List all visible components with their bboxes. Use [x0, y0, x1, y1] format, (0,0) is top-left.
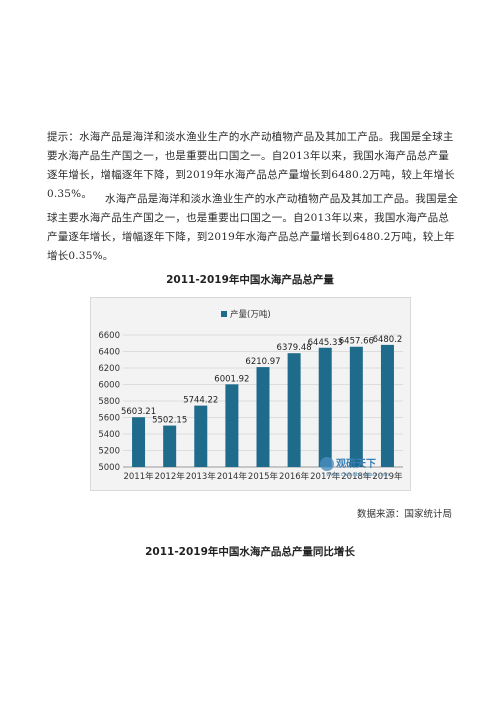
bar-value-label: 5502.15: [152, 416, 187, 426]
production-bar-chart: 5603.21 5502.15 5744.22 6001.92 6210.97 6379.…: [90, 297, 411, 491]
bar-value-label: 6457.66: [339, 337, 374, 347]
legend-swatch: [221, 311, 227, 317]
chart-y-axis: 5000 5200 5400 5600 5800 6000 6200 6400 6600: [98, 331, 120, 473]
x-tick-label: 2019年: [372, 471, 403, 482]
bar-value-label: 6001.92: [214, 374, 249, 384]
bar: [163, 425, 177, 467]
bar: [194, 405, 208, 467]
body-paragraph: 水海产品是海洋和淡水渔业生产的水产动植物产品及其加工产品。我国是全球主要水海产品…: [47, 193, 459, 262]
bar-value-label: 6445.33: [308, 338, 343, 348]
bar: [318, 347, 332, 467]
x-tick-label: 2018年: [341, 471, 372, 482]
bar-value-label: 6210.97: [245, 357, 280, 367]
x-tick-label: 2014年: [217, 471, 248, 482]
x-tick-label: 2017年: [310, 471, 341, 482]
y-tick-label: 6600: [98, 331, 120, 341]
x-tick-label: 2011年: [123, 471, 154, 482]
y-tick-label: 5400: [98, 430, 120, 440]
x-tick-label: 2012年: [155, 471, 186, 482]
y-tick-label: 5000: [98, 463, 120, 473]
y-tick-label: 6000: [98, 381, 120, 391]
chart-legend: 产量(万吨): [221, 309, 271, 320]
figure-title-growth: 2011-2019年中国水海产品总产量同比增长: [145, 546, 355, 558]
y-tick-label: 5800: [98, 397, 120, 407]
watermark-text: 观研天下: [336, 458, 376, 470]
watermark-logo-icon: [320, 457, 334, 471]
legend-label: 产量(万吨): [230, 309, 271, 320]
bar: [256, 367, 270, 467]
bar-value-label: 5744.22: [183, 396, 218, 406]
bar-value-label: 5603.21: [121, 407, 156, 417]
chart-x-axis: 2011年 2012年 2013年 2014年 2015年 2016年 2017年 2018年…: [123, 471, 403, 482]
bar: [380, 344, 394, 467]
bar: [225, 384, 239, 467]
chart-bars: [132, 344, 394, 467]
y-tick-label: 6400: [98, 348, 120, 358]
bar: [132, 417, 146, 467]
watermark-url: www.chinabaogao.com: [326, 472, 389, 478]
watermark-logo: 观研天下 www.chinabaogao.com: [320, 457, 389, 478]
y-tick-label: 5200: [98, 447, 120, 457]
bar: [349, 346, 363, 467]
figure-title-production: 2011-2019年中国水海产品总产量: [166, 274, 334, 286]
x-tick-label: 2013年: [186, 471, 217, 482]
bar-value-label: 6379.48: [277, 343, 312, 353]
bar-value-label: 6480.2: [373, 335, 403, 345]
tip-paragraph: 提示：水海产品是海洋和淡水渔业生产的水产动植物产品及其加工产品。我国是全球主要水…: [47, 131, 455, 200]
data-source-note: 数据来源：国家统计局: [356, 509, 452, 520]
y-tick-label: 5600: [98, 414, 120, 424]
bar: [287, 353, 301, 467]
x-tick-label: 2016年: [279, 471, 310, 482]
x-tick-label: 2015年: [248, 471, 279, 482]
y-tick-label: 6200: [98, 364, 120, 374]
